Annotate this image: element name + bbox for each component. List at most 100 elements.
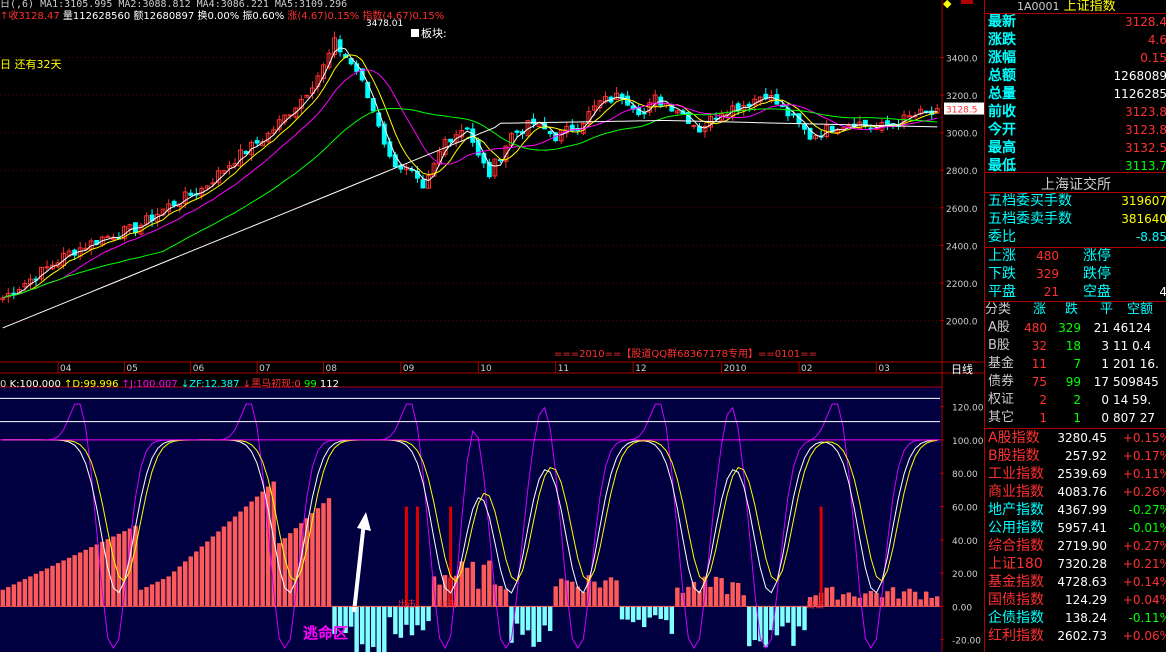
quote-label: 涨幅 [988, 50, 1016, 66]
indicator-histogram-bar [437, 584, 442, 607]
alert-icon[interactable]: ◆ [943, 0, 952, 10]
index-value: 2539.69 [1057, 467, 1107, 481]
index-row: 国债指数 124.29 +0.04% [985, 591, 1166, 609]
candle-body [227, 165, 232, 169]
indicator-histogram-bar [841, 594, 846, 607]
quote-close-icon[interactable] [961, 0, 973, 4]
candle-body [464, 127, 470, 130]
breadth-label-2: 空盘 [1083, 284, 1111, 300]
quote-value: 3132.5 [1125, 141, 1166, 155]
indicator-histogram-bar [254, 496, 260, 607]
index-row: 地产指数 4367.99 -0.27% [985, 501, 1166, 519]
candle-body [907, 115, 913, 118]
quote-value: 1268089 [1113, 69, 1166, 83]
value-99: 99 [304, 379, 317, 390]
zf-label: ↓ZF:12.387 [180, 379, 240, 390]
indicator-histogram-bar [935, 596, 940, 607]
indicator-histogram-bar [304, 518, 310, 607]
indicator-histogram-bar [465, 567, 470, 607]
index-value: 2602.73 [1057, 629, 1107, 643]
candle-body [779, 105, 785, 108]
indicator-histogram-bar [127, 528, 133, 607]
indicator-histogram-bar [105, 539, 111, 607]
panel-separator [985, 247, 1166, 248]
class-amount: 201 16. [1113, 357, 1159, 371]
quote-row: 涨幅 0.15 [985, 49, 1166, 67]
indicator-histogram-bar [393, 606, 398, 635]
signal-bar [449, 506, 453, 607]
indicator-histogram-bar [55, 563, 61, 607]
index-change: -0.01% [1128, 521, 1166, 535]
time-tick-label: 02 [801, 364, 812, 374]
k-label: K:100.000 [9, 379, 61, 390]
candle-body [365, 81, 371, 99]
price-y-tick-label: 2200.0 [946, 280, 978, 290]
indicator-histogram-bar [315, 508, 321, 607]
candle-body [603, 96, 608, 103]
candle-body [105, 235, 111, 238]
quote-label: 最高 [988, 140, 1016, 156]
indicator-histogram-bar [194, 551, 199, 607]
indicator-histogram-bar [559, 578, 564, 607]
timeframe-label[interactable]: 日线 [951, 363, 973, 376]
indicator-histogram-bar [453, 575, 459, 607]
indicator-histogram-bar [592, 581, 597, 607]
time-tick-label: 2010 [724, 364, 747, 374]
indicator-histogram-bar [238, 511, 243, 607]
indicator-histogram-bar [697, 590, 702, 607]
index-row: 工业指数 2539.69 +0.11% [985, 465, 1166, 483]
indicator-histogram-bar [653, 606, 658, 616]
class-amount: 807 27 [1113, 411, 1155, 425]
indicator-histogram-bar [912, 591, 918, 607]
class-up: 75 [1031, 375, 1047, 389]
indicator-histogram-bar [747, 606, 752, 647]
quote-value: 3113.7 [1125, 159, 1166, 173]
index-name: 工业指数 [988, 466, 1044, 482]
indicator-y-tick-label: 0.00 [952, 603, 972, 613]
quote-row: 最新 3128.4 [985, 13, 1166, 31]
indicator-histogram-bar [647, 606, 652, 618]
time-tick-label: 03 [878, 364, 889, 374]
indicator-histogram-bar [61, 560, 66, 607]
indicator-histogram-bar [680, 592, 686, 607]
indicator-histogram-bar [149, 584, 155, 607]
index-change: +0.04% [1122, 593, 1166, 607]
class-table: 分类涨跌平空额 A股 480 329 21 46124 B股 32 18 3 11 0.4 基金 11 7… [985, 300, 1166, 427]
indicator-histogram-bar [382, 606, 387, 652]
candle-body [481, 152, 487, 164]
indicator-histogram-bar [868, 590, 874, 607]
indicator-histogram-bar [487, 560, 492, 607]
candle-body [619, 93, 625, 100]
escape-arrow-head [357, 512, 371, 531]
indicator-histogram-bar [293, 528, 299, 607]
indicator-histogram-bar [288, 533, 293, 607]
candle-body [652, 94, 658, 106]
index-row: 商业指数 4083.76 +0.26% [985, 483, 1166, 501]
index-change: -0.27% [1128, 503, 1166, 517]
panel-separator [985, 13, 1166, 14]
indicator-histogram-bar [398, 606, 404, 638]
order-label: 委比 [988, 229, 1016, 245]
quote-label: 前收 [988, 104, 1016, 120]
indicator-histogram-bar [122, 531, 127, 607]
indicator-histogram-bar [243, 506, 249, 607]
indicator-histogram-bar [22, 579, 28, 607]
indicator-histogram-bar [470, 561, 475, 607]
time-tick-label: 11 [558, 364, 569, 374]
class-row: 债券 75 99 17 509845 [985, 373, 1166, 391]
time-tick-label: 10 [480, 364, 492, 374]
class-name: B股 [988, 338, 1010, 353]
indicator-histogram-bar [791, 606, 796, 646]
indicator-histogram-bar [177, 566, 182, 607]
candle-body [44, 266, 50, 269]
time-tick-label: 05 [126, 364, 137, 374]
indicator-histogram-bar [221, 526, 227, 607]
signal-bar [819, 506, 823, 607]
candle-body [569, 124, 575, 132]
candle-body [182, 191, 188, 204]
indicator-histogram-bar [321, 503, 326, 607]
candle-body [110, 237, 116, 240]
moving-average-line [2, 107, 938, 299]
indicator-histogram-bar [536, 606, 542, 642]
